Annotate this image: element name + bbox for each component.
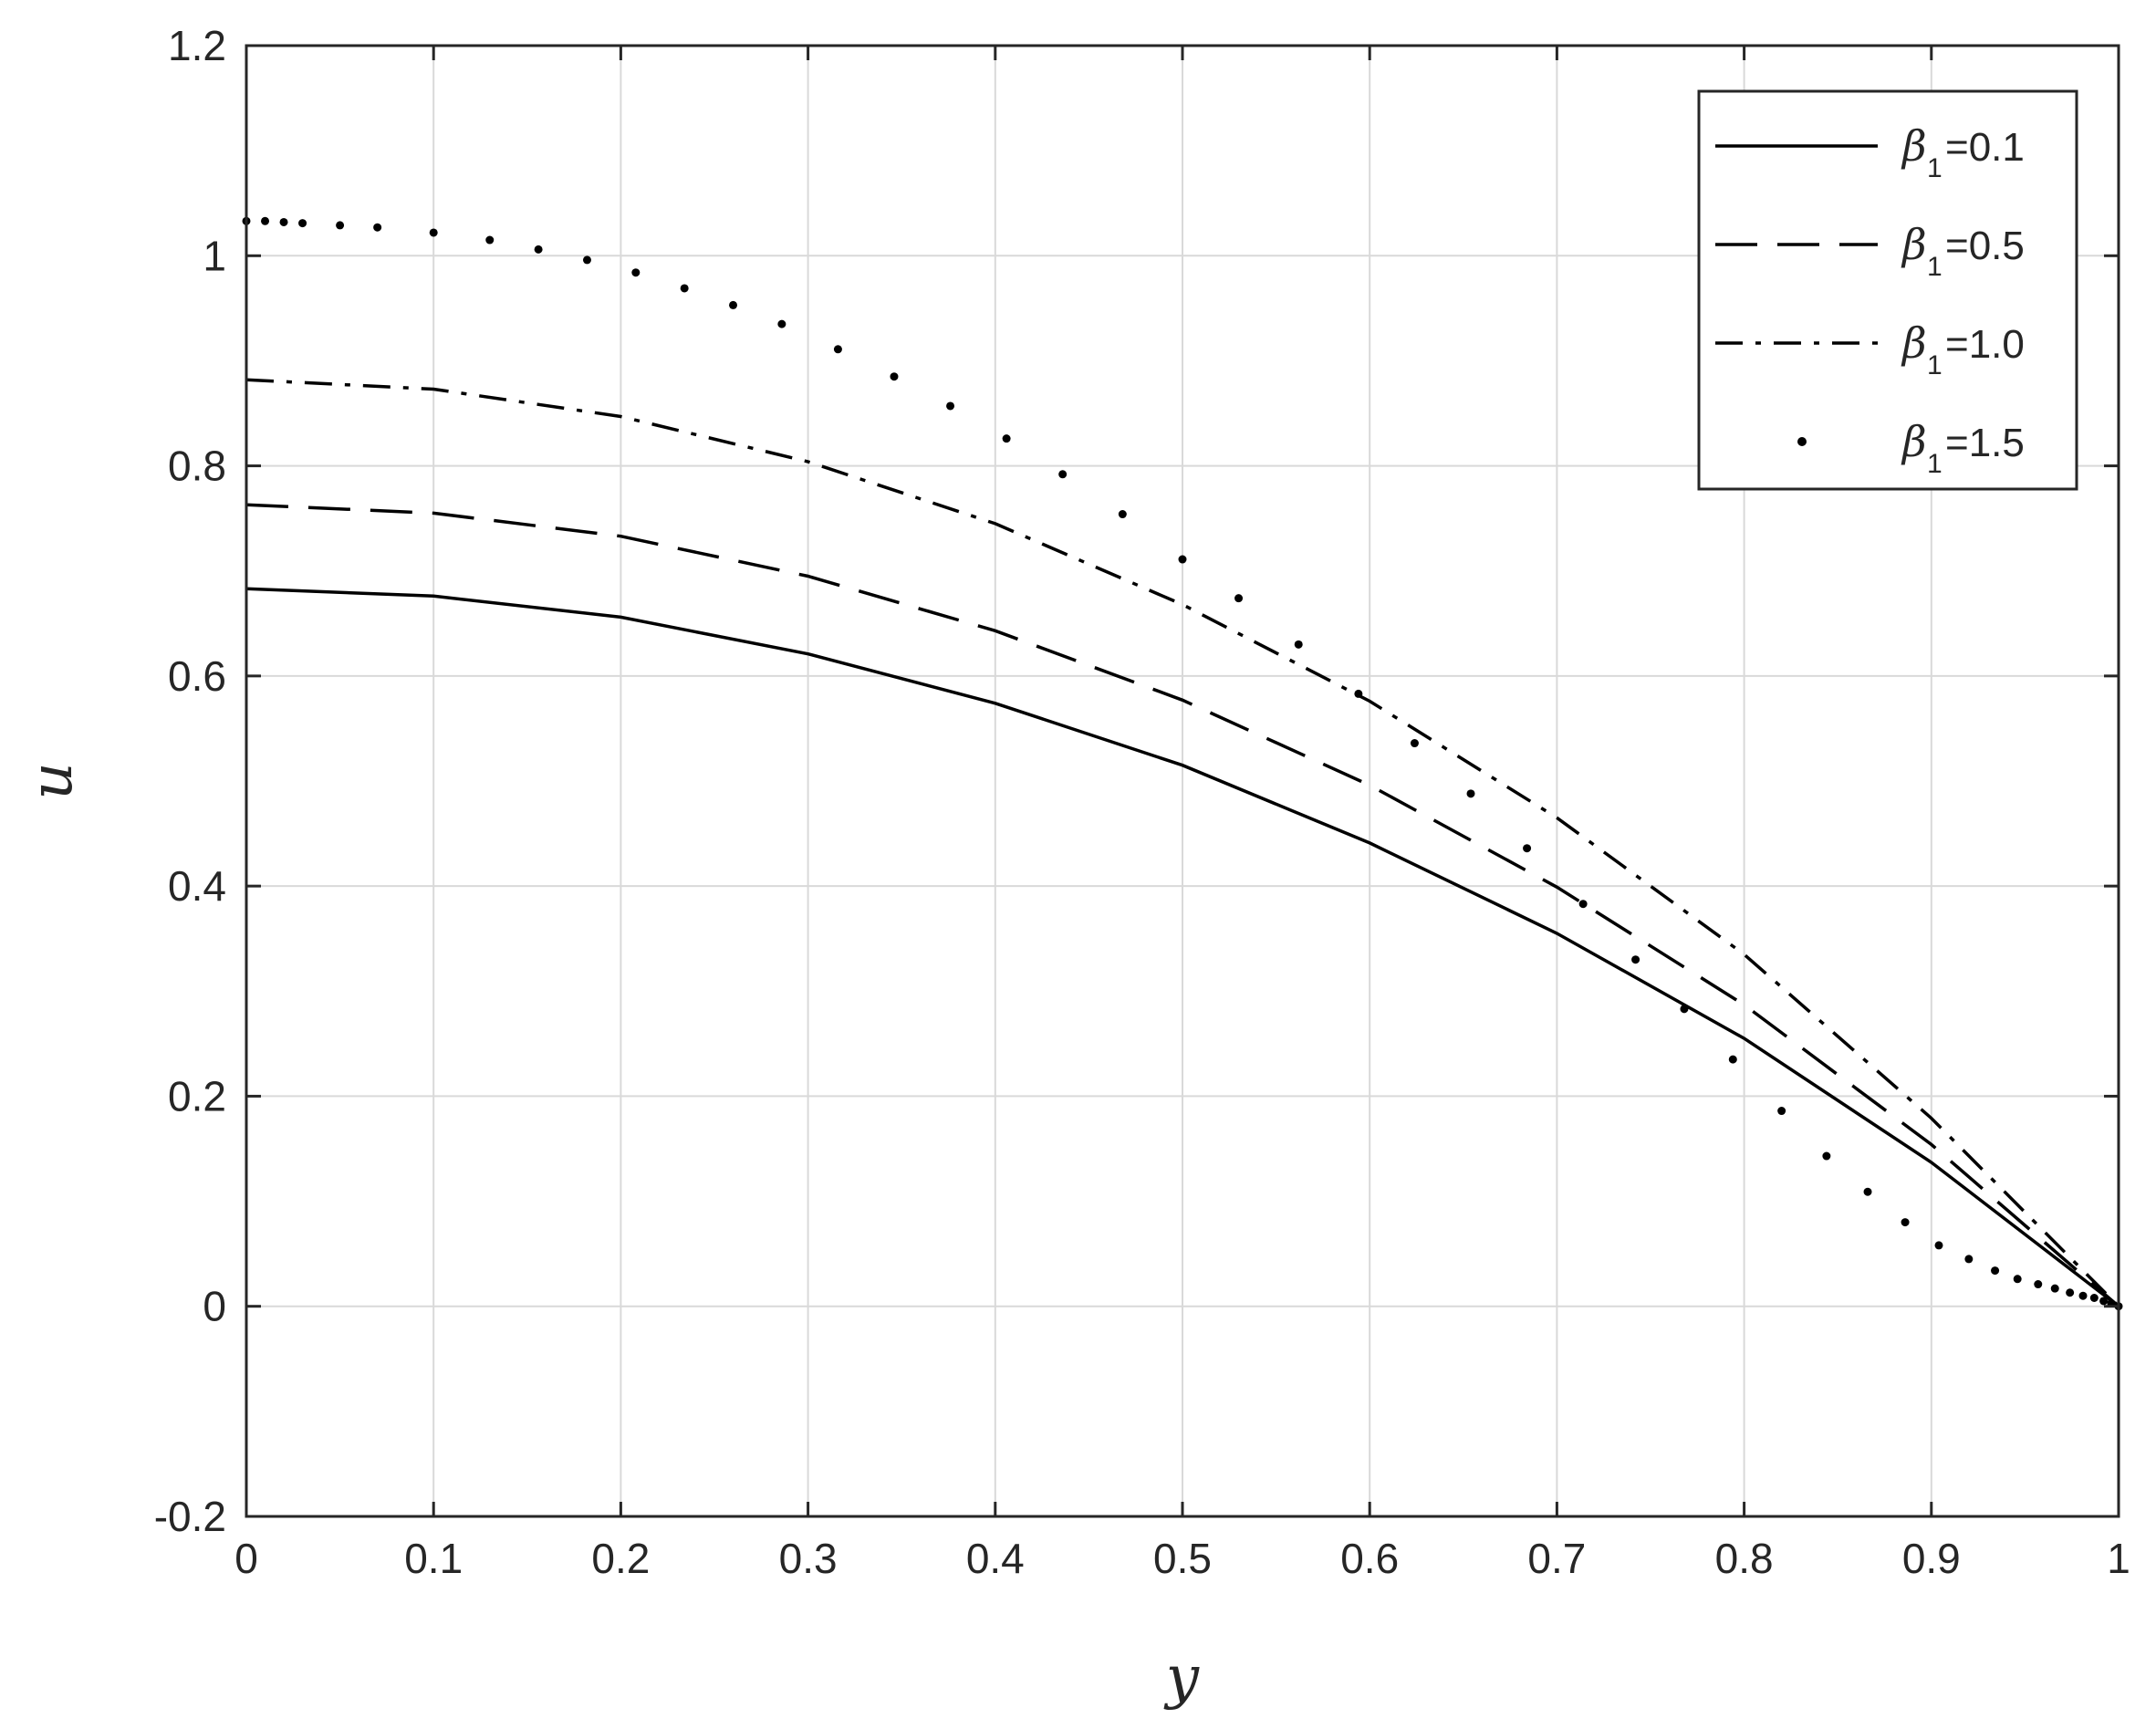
data-point: [2078, 1291, 2088, 1300]
x-axis-label: y: [1163, 1644, 1200, 1712]
series-line: [245, 378, 2120, 1307]
data-point: [1002, 434, 1011, 443]
legend-symbol: β: [1901, 121, 1927, 171]
data-point: [680, 284, 689, 293]
series-2: [245, 503, 2120, 1308]
data-point: [582, 255, 591, 265]
x-tick-label: 0.7: [1527, 1535, 1586, 1582]
y-tick-label: 0: [203, 1283, 226, 1330]
legend-marker: [1797, 437, 1807, 446]
data-point: [1863, 1187, 1872, 1196]
data-point: [1294, 640, 1303, 649]
axis-ticks: 0 0.1 0.2 0.3 0.4 0.5 0.6 0.7 0.8 0.9 1-0.200.20.4…: [154, 22, 2130, 1582]
y-tick-label: 1: [203, 232, 226, 279]
data-point: [1578, 900, 1588, 909]
legend-item: β 1 =0.1: [1715, 121, 2025, 183]
series-line: [245, 503, 2120, 1308]
data-point: [2099, 1297, 2109, 1306]
legend-subscript: 1: [1927, 449, 1942, 479]
data-point: [2050, 1284, 2059, 1293]
data-point: [1178, 555, 1187, 564]
series-1: [245, 587, 2120, 1308]
legend-value: =0.1: [1945, 125, 2025, 170]
series-line: [245, 587, 2120, 1308]
x-tick-label: 0.8: [1715, 1535, 1774, 1582]
data-point: [261, 216, 270, 225]
data-point: [1901, 1218, 1910, 1227]
data-point: [1410, 739, 1419, 748]
data-point: [1991, 1266, 2000, 1276]
x-tick-label: 0.3: [779, 1535, 838, 1582]
legend-item: β 1 =1.5: [1797, 417, 2025, 479]
series-3: [245, 378, 2120, 1307]
y-tick-label: 1.2: [168, 22, 226, 69]
x-tick-label: 1: [2107, 1535, 2130, 1582]
x-tick-label: 0.5: [1153, 1535, 1212, 1582]
data-point: [631, 268, 641, 277]
x-tick-label: 0.9: [1902, 1535, 1961, 1582]
data-point: [2089, 1294, 2099, 1303]
data-point: [1822, 1151, 1831, 1161]
data-point: [833, 345, 842, 354]
legend-subscript: 1: [1927, 153, 1942, 183]
x-tick-label: 0.6: [1340, 1535, 1399, 1582]
legend: β 1 =0.1β 1 =0.5β 1 =1.0β 1 =1.5: [1697, 89, 2078, 491]
data-point: [1058, 470, 1068, 479]
data-point: [1777, 1107, 1786, 1116]
data-point: [1964, 1255, 1974, 1264]
legend-item: β 1 =1.0: [1715, 318, 2025, 380]
data-point: [1118, 510, 1127, 519]
x-tick-label: 0: [234, 1535, 258, 1582]
y-tick-label: 0.2: [168, 1072, 226, 1120]
data-point: [298, 219, 307, 228]
legend-item: β 1 =0.5: [1715, 220, 2025, 282]
data-point: [373, 223, 382, 232]
data-point: [534, 245, 543, 254]
series-layer: [242, 216, 2123, 1311]
data-point: [1354, 689, 1363, 698]
y-axis-label: u: [18, 762, 86, 799]
y-tick-label: 0.8: [168, 443, 226, 490]
x-tick-label: 0.1: [404, 1535, 463, 1582]
legend-value: =1.5: [1945, 421, 2025, 465]
legend-value: =0.5: [1945, 224, 2025, 268]
data-point: [890, 372, 899, 381]
data-point: [946, 401, 955, 411]
legend-box: [1697, 89, 2078, 491]
data-point: [1523, 844, 1532, 853]
data-point: [485, 235, 495, 245]
data-point: [1680, 1005, 1689, 1014]
x-tick-label: 0.2: [591, 1535, 650, 1582]
legend-symbol: β: [1901, 220, 1927, 269]
data-point: [2034, 1280, 2043, 1289]
data-point: [2013, 1275, 2022, 1284]
legend-subscript: 1: [1927, 350, 1942, 380]
data-point: [1234, 594, 1244, 603]
data-point: [2066, 1288, 2075, 1297]
data-point: [279, 217, 288, 226]
legend-value: =1.0: [1945, 322, 2025, 367]
data-point: [1728, 1055, 1737, 1064]
y-tick-label: -0.2: [154, 1493, 226, 1540]
y-tick-label: 0.4: [168, 862, 226, 910]
data-point: [429, 228, 438, 237]
data-point: [729, 300, 738, 309]
x-tick-label: 0.4: [966, 1535, 1025, 1582]
data-point: [1934, 1241, 1943, 1250]
legend-symbol: β: [1901, 318, 1927, 368]
legend-subscript: 1: [1927, 252, 1942, 282]
data-point: [1466, 789, 1475, 798]
legend-symbol: β: [1901, 417, 1927, 466]
data-point: [777, 319, 786, 328]
series-4: [242, 216, 2123, 1311]
y-tick-label: 0.6: [168, 652, 226, 700]
data-point: [336, 221, 345, 230]
data-point: [1631, 955, 1640, 964]
